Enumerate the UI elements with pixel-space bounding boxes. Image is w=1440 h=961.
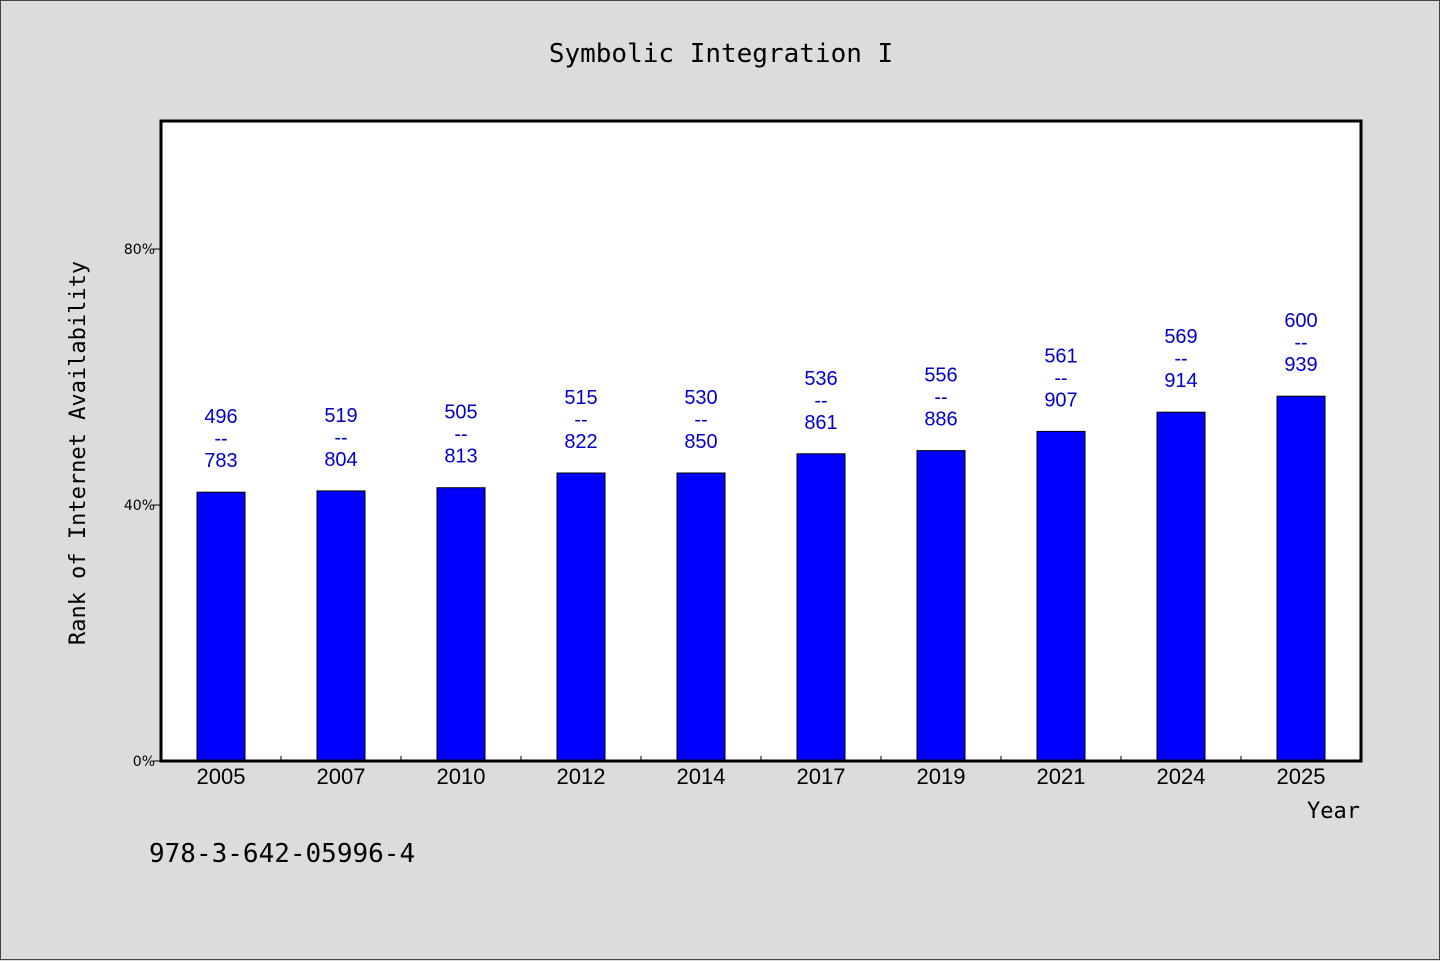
bar-2007 [316,490,366,762]
x-tick-label-2017: 2017 [797,764,846,789]
x-tick-label-2021: 2021 [1037,764,1086,789]
bar-data-label-2012-0: 515 [564,387,597,409]
bar-2014 [676,472,726,762]
y-tick-label-40: 40% [124,498,155,514]
y-axis-label: Rank of Internet Availability [66,261,91,645]
bar-2010 [436,487,486,762]
bar-data-label-2010-0: 505 [444,402,477,424]
bar-data-label-2019-1: -- [934,387,947,409]
bar-data-label-2007-0: 519 [324,405,357,427]
bar-data-label-2014-2: 850 [684,431,717,453]
bar-2019 [916,450,966,762]
bar-data-label-2021-0: 561 [1044,345,1077,367]
bar-data-label-2010-2: 813 [444,446,477,468]
bar-data-label-2012-1: -- [574,409,587,431]
bar-data-label-2025-0: 600 [1284,310,1317,332]
plot-border [159,119,1363,763]
y-tick-label-0: 0% [133,754,155,770]
x-tick-label-2007: 2007 [317,764,366,789]
bar-data-label-2019-0: 556 [924,365,957,387]
bar-data-label-2007-1: -- [334,427,347,449]
x-tick-label-2024: 2024 [1157,764,1206,789]
bar-data-label-2021-1: -- [1054,367,1067,389]
bar-data-label-2025-2: 939 [1284,354,1317,376]
bar-data-label-2014-1: -- [694,409,707,431]
x-tick-label-2019: 2019 [917,764,966,789]
bar-data-label-2007-2: 804 [324,449,357,471]
bar-data-label-2010-1: -- [454,424,467,446]
bar-2017 [796,453,846,762]
chart-title: Symbolic Integration I [549,39,893,69]
bar-2021 [1036,430,1086,762]
bar-data-label-2019-2: 886 [924,409,957,431]
x-tick-label-2010: 2010 [437,764,486,789]
bar-data-label-2024-1: -- [1174,348,1187,370]
bar-2024 [1156,411,1206,762]
bar-data-label-2025-1: -- [1294,332,1307,354]
y-tick-label-80: 80% [124,242,155,258]
x-tick-label-2014: 2014 [677,764,726,789]
bar-data-label-2005-1: -- [214,428,227,450]
ticks-layer: 2005 2007 2010 2012 2014 2017 2019 2021 2024 2025… [124,242,1326,789]
bar-data-label-2017-2: 861 [804,412,837,434]
bar-data-label-2017-0: 536 [804,368,837,390]
isbn-footer: 978-3-642-05996-4 [149,839,415,869]
bar-2012 [556,472,606,762]
x-tick-label-2005: 2005 [197,764,246,789]
x-axis-label: Year [1307,799,1360,824]
bar-data-label-2021-2: 907 [1044,389,1077,411]
x-tick-label-2012: 2012 [557,764,606,789]
bar-data-label-2005-0: 496 [204,406,237,428]
bar-data-label-2017-1: -- [814,390,827,412]
bar-2005 [196,491,246,762]
bar-data-label-2024-0: 569 [1164,326,1197,348]
x-tick-label-2025: 2025 [1277,764,1326,789]
bar-data-label-2024-2: 914 [1164,370,1197,392]
bar-2025 [1276,395,1326,762]
bar-data-label-2005-2: 783 [204,450,237,472]
bar-data-label-2014-0: 530 [684,387,717,409]
bar-data-label-2012-2: 822 [564,431,597,453]
bars-layer: 496--783519--804505--813515--822530--850… [196,310,1326,762]
